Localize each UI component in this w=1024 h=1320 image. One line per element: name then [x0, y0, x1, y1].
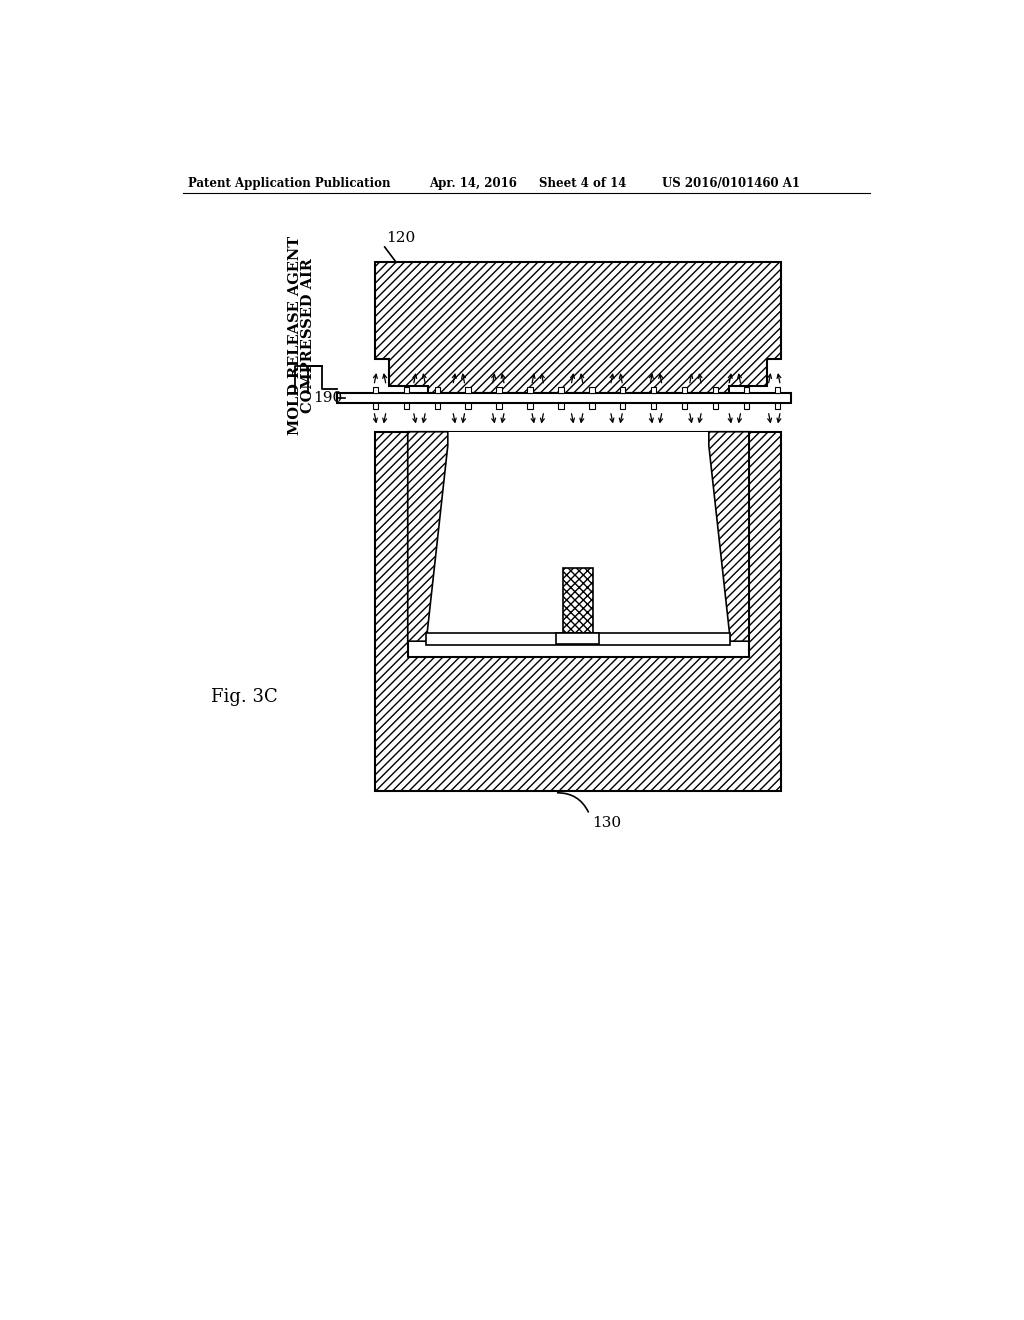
Text: MOLD RELEASE AGENT: MOLD RELEASE AGENT [288, 236, 302, 436]
Bar [527, 404, 532, 409]
Bar [558, 387, 563, 393]
Text: Sheet 4 of 14: Sheet 4 of 14 [539, 177, 626, 190]
Bar [337, 393, 792, 404]
Text: 120: 120 [386, 231, 416, 246]
Bar [527, 387, 532, 393]
Text: US 2016/0101460 A1: US 2016/0101460 A1 [662, 177, 800, 190]
Bar [466, 387, 471, 393]
Bar [589, 387, 595, 393]
Polygon shape [408, 432, 447, 642]
Bar [466, 404, 471, 409]
Polygon shape [709, 432, 749, 642]
Bar [556, 634, 599, 644]
Text: Patent Application Publication: Patent Application Publication [188, 177, 391, 190]
Bar [651, 387, 656, 393]
Bar [426, 634, 730, 645]
Bar [775, 404, 780, 409]
Text: 130: 130 [592, 816, 621, 830]
Bar [373, 404, 378, 409]
Bar [434, 387, 440, 393]
Bar [651, 404, 656, 409]
Bar [589, 404, 595, 409]
Bar [497, 404, 502, 409]
Bar [373, 387, 378, 393]
Bar [376, 432, 781, 792]
Bar [408, 432, 749, 656]
Bar [713, 387, 718, 393]
Bar [621, 404, 626, 409]
Polygon shape [376, 263, 781, 393]
Bar [743, 387, 750, 393]
Bar [682, 404, 687, 409]
Text: Apr. 14, 2016: Apr. 14, 2016 [429, 177, 517, 190]
Bar [562, 568, 593, 634]
Text: 190: 190 [313, 391, 342, 405]
Text: Fig. 3C: Fig. 3C [211, 689, 279, 706]
Bar [403, 387, 409, 393]
Bar [621, 387, 626, 393]
Bar [497, 387, 502, 393]
Bar [558, 404, 563, 409]
Bar [743, 404, 750, 409]
Bar [403, 404, 409, 409]
Bar [775, 387, 780, 393]
Bar [713, 404, 718, 409]
Text: COMPRESSED AIR: COMPRESSED AIR [301, 259, 315, 413]
Bar [682, 387, 687, 393]
Bar [434, 404, 440, 409]
